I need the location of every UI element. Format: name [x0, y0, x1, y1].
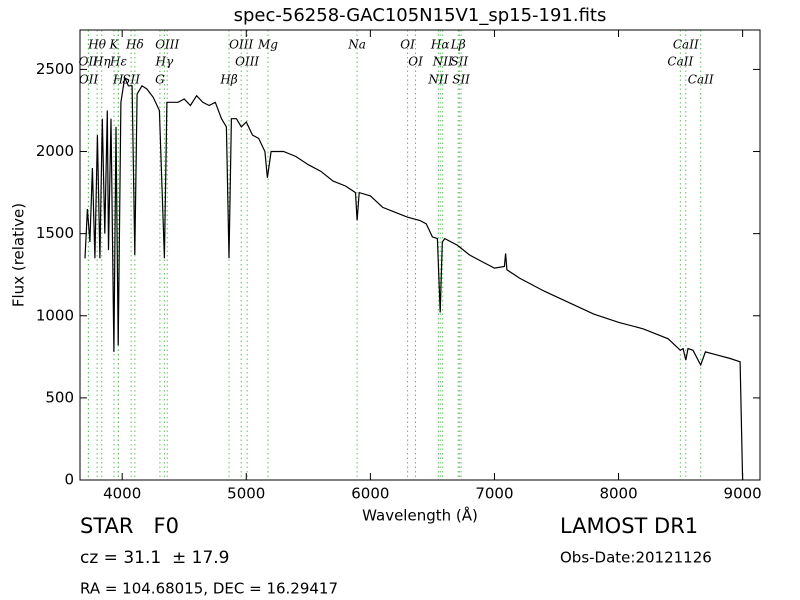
x-tick-label: 7000: [475, 485, 513, 503]
line-label: SII: [452, 73, 470, 87]
line-label: OII: [79, 73, 99, 87]
chart-title: spec-56258-GAC105N15V1_sp15-191.fits: [234, 5, 607, 26]
line-label: Lβ: [450, 38, 466, 52]
line-label: CaII: [667, 55, 693, 69]
line-label: CaII: [673, 38, 699, 52]
line-label: Hα: [430, 38, 450, 52]
line-label: OI: [408, 55, 423, 69]
line-label: OI: [400, 38, 415, 52]
line-label: Hγ: [155, 55, 174, 69]
line-label: G: [155, 73, 165, 87]
y-tick-label: 2000: [36, 142, 74, 160]
line-label: Na: [347, 38, 366, 52]
x-tick-label: 6000: [351, 485, 389, 503]
line-label: Hβ: [219, 73, 237, 87]
y-tick-label: 2500: [36, 60, 74, 78]
x-tick-label: 5000: [227, 485, 265, 503]
line-label: Mg: [257, 38, 278, 52]
line-label: Hθ: [87, 38, 106, 52]
obs-date: Obs-Date:20121126: [560, 549, 712, 567]
x-axis-label: Wavelength (Å): [362, 506, 478, 525]
x-tick-label: 8000: [599, 485, 637, 503]
line-label: NII: [432, 55, 453, 69]
line-label: CaII: [688, 73, 714, 87]
redshift: cz = 31.1 ± 17.9: [80, 548, 229, 568]
y-tick-label: 1500: [36, 224, 74, 242]
object-class: STAR F0: [80, 514, 179, 538]
survey: LAMOST DR1: [560, 514, 698, 538]
coordinates: RA = 104.68015, DEC = 16.29417: [80, 580, 338, 598]
y-tick-label: 1000: [36, 306, 74, 324]
line-label: H: [112, 73, 124, 87]
y-tick-label: 0: [64, 471, 74, 489]
y-tick-label: 500: [45, 388, 74, 406]
y-axis-label: Flux (relative): [10, 203, 28, 307]
line-label: Hδ: [125, 38, 144, 52]
line-label: Hη: [92, 55, 111, 69]
line-label: OIII: [229, 38, 253, 52]
line-label: K: [109, 38, 120, 52]
x-tick-label: 9000: [724, 485, 762, 503]
line-label: OIII: [235, 55, 259, 69]
line-label: SII: [450, 55, 468, 69]
plot-frame: [79, 29, 761, 481]
spectrum-line: [84, 75, 744, 481]
line-label: NII: [427, 73, 448, 87]
x-tick-label: 4000: [103, 485, 141, 503]
line-label: OIII: [155, 38, 179, 52]
